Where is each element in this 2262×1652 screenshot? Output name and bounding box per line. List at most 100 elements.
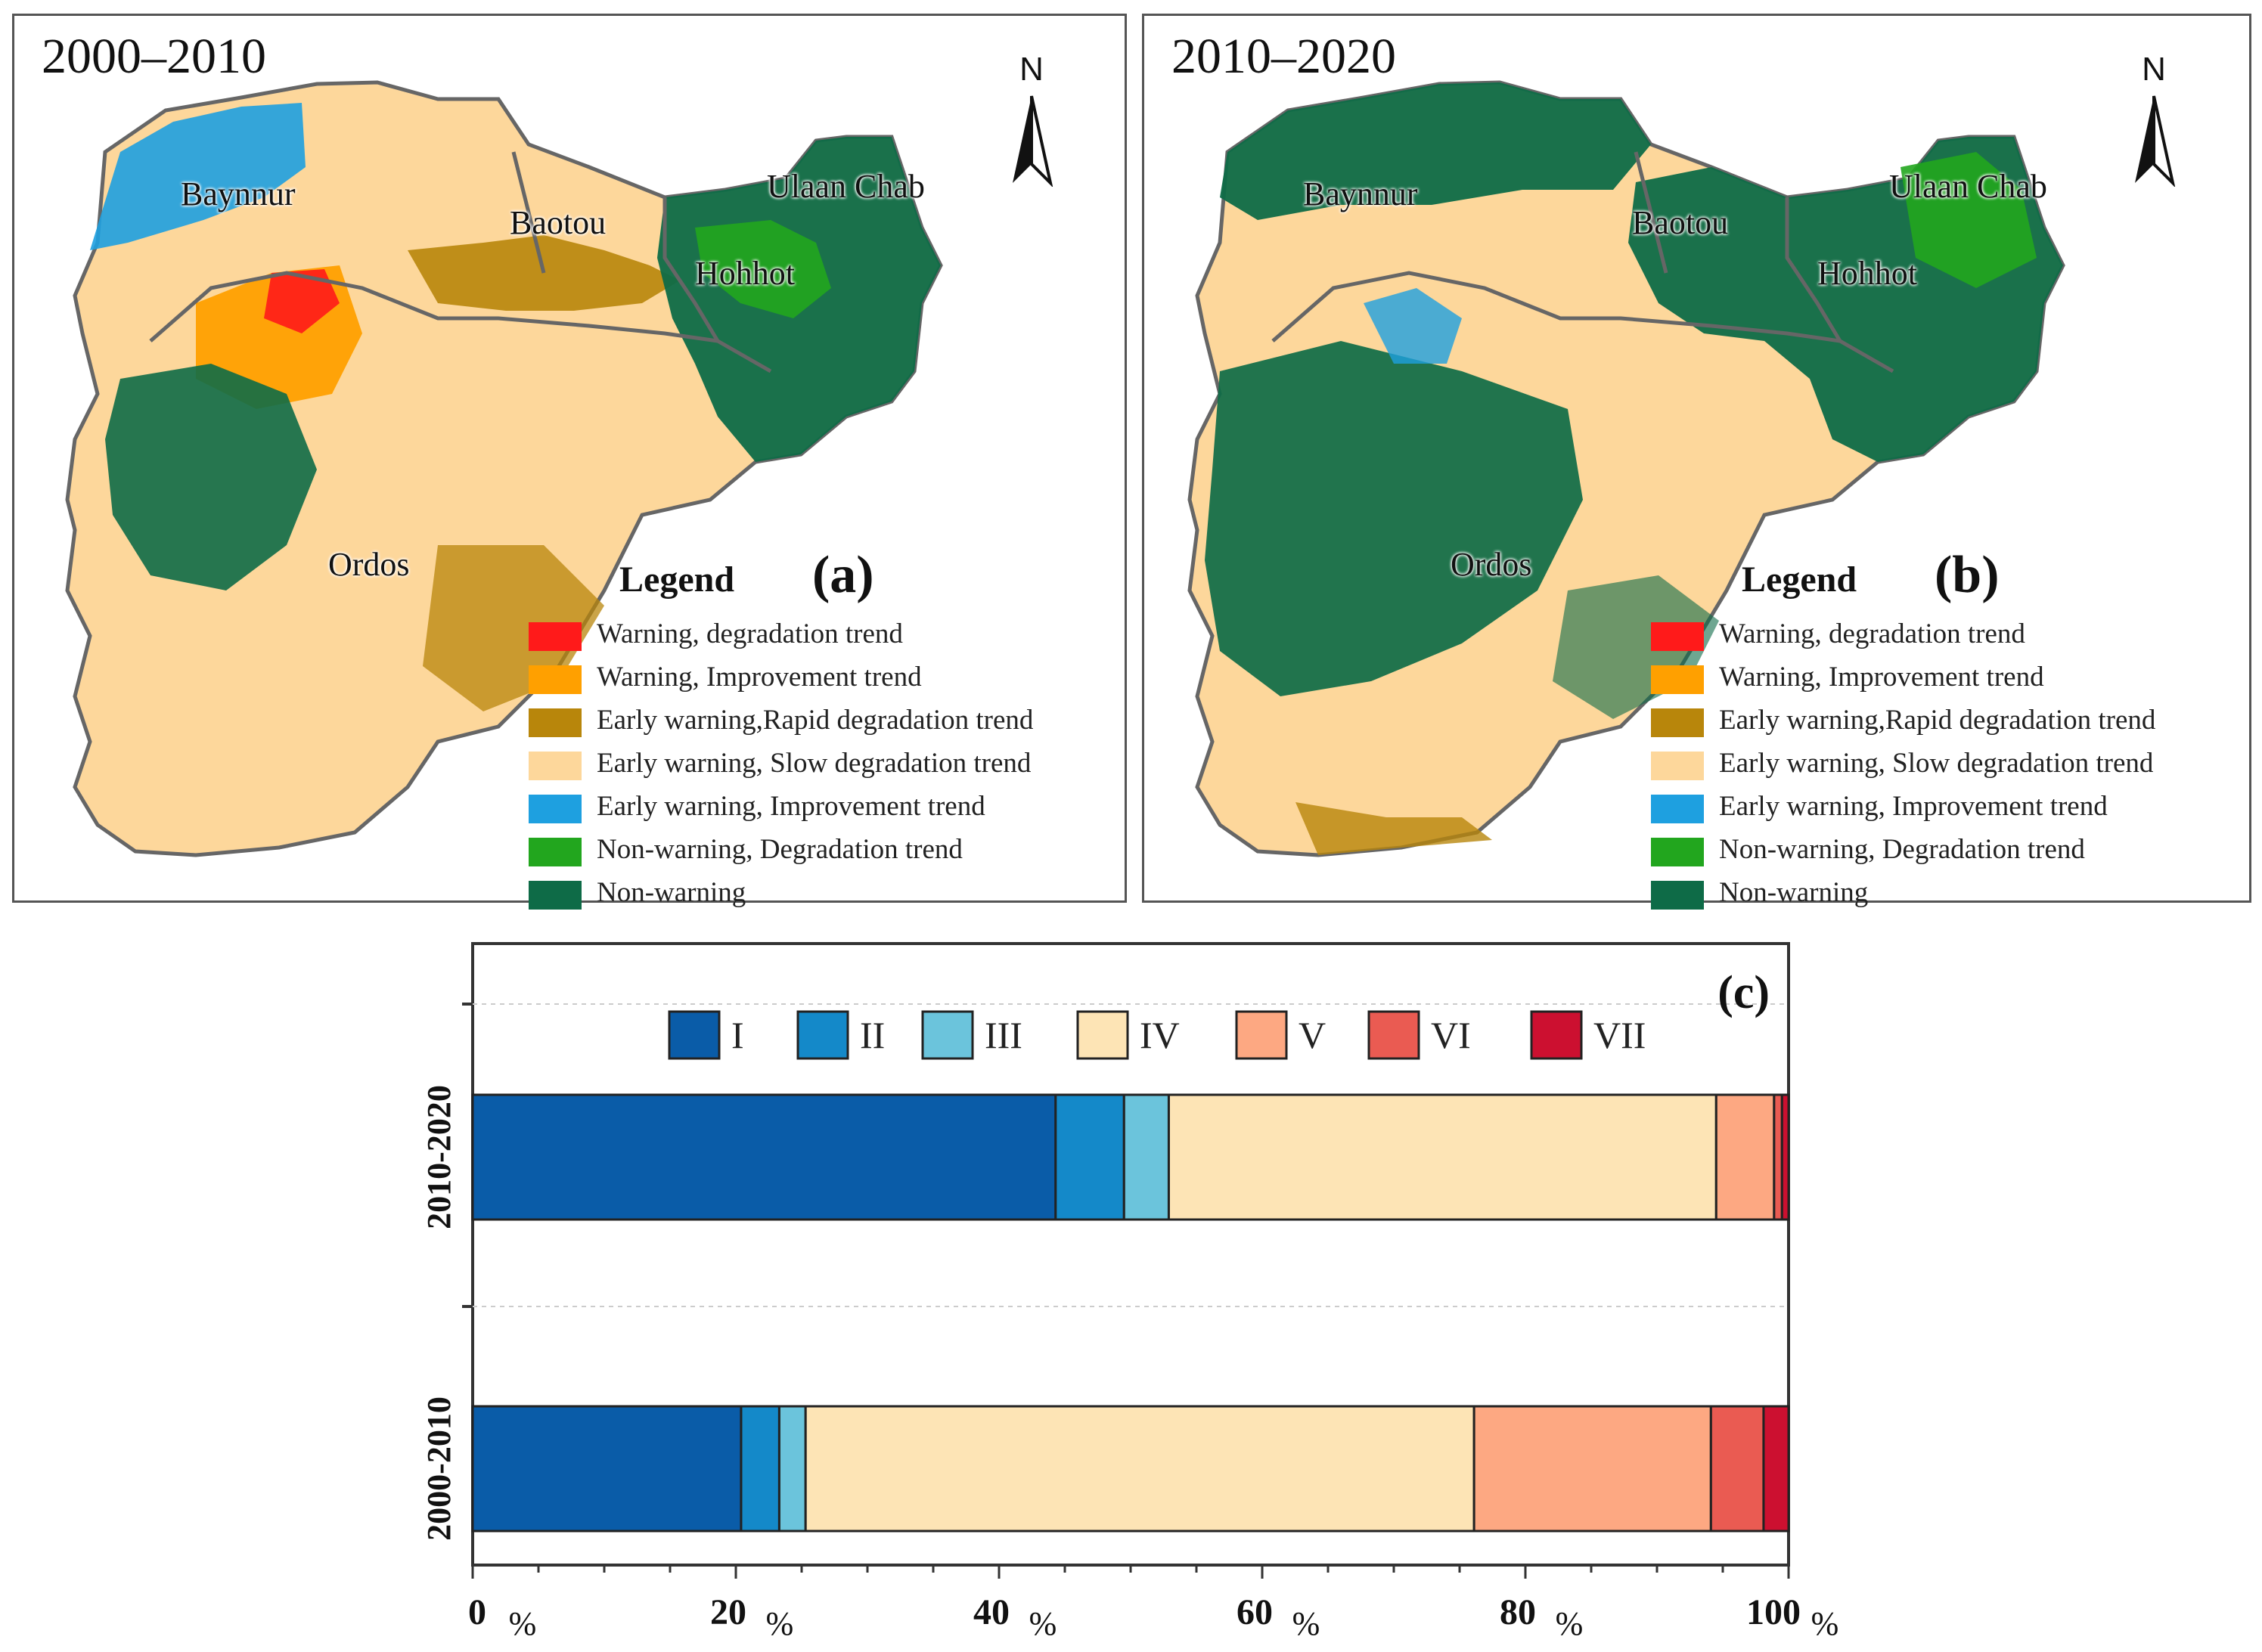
legend-swatch (1651, 795, 1704, 823)
bar-segment-iii (1122, 1093, 1170, 1221)
bar-segment-iii (777, 1405, 807, 1533)
zone-degradation-green (1901, 152, 2037, 288)
legend-label: VI (1431, 1014, 1471, 1056)
legend-swatch (529, 795, 582, 823)
x-tick-label: 40 (973, 1592, 1010, 1632)
map-panel-2010-2020: 2010–2020 Baynnur Baotou Ulaan Chab Hohh… (1142, 14, 2251, 910)
bar-segment-vi (1773, 1093, 1783, 1221)
category-label: 2010-2020 (424, 1085, 458, 1229)
zone-improvement (90, 103, 306, 250)
legend-swatch-iv (1076, 1010, 1129, 1060)
legend-swatch-ii (796, 1010, 849, 1060)
legend-swatch (1651, 622, 1704, 651)
legend-title: Legend (619, 559, 735, 600)
boundary-line (511, 151, 546, 274)
legend-swatch-iii (921, 1010, 974, 1060)
legend-label: IV (1140, 1014, 1180, 1056)
bar-segment-v (1714, 1093, 1776, 1221)
legend-label: Early warning,Rapid degradation trend (1719, 705, 2156, 736)
legend-label: Early warning, Slow degradation trend (1719, 748, 2154, 779)
x-tick-label: 20 (710, 1592, 746, 1632)
x-tick-unit: % (1556, 1605, 1584, 1642)
place-label-ulaan-chab: Ulaan Chab (767, 168, 925, 205)
legend-swatch (1651, 708, 1704, 737)
boundary-line (1634, 151, 1668, 274)
legend-swatch (1651, 838, 1704, 866)
zone-nonwarning-west (1205, 341, 1583, 696)
boundary-line (662, 197, 720, 342)
panel-title: 2010–2020 (1171, 29, 1396, 84)
place-label-baotou: Baotou (1632, 204, 1729, 241)
legend-label: II (860, 1014, 885, 1056)
legend: Legend (a) Warning, degradation trend War… (529, 545, 1119, 910)
category-label: 2000-2010 (424, 1396, 458, 1541)
map-panel-2000-2010: 2000–2010 Baynnur Baotou Ulaan Chab Hohh… (12, 14, 1127, 910)
place-label-hohhot: Hohhot (1817, 255, 1917, 292)
legend-label: Early warning,Rapid degradation trend (597, 705, 1034, 736)
legend-label: Early warning, Slow degradation trend (597, 748, 1032, 779)
legend-swatch-i (668, 1010, 721, 1060)
zone-warning-degradation (264, 269, 340, 333)
bar-segment-iv (804, 1405, 1475, 1533)
panel-letter: (a) (812, 546, 874, 604)
legend-swatch-v (1235, 1010, 1288, 1060)
legend-label: Warning, degradation trend (1719, 618, 2025, 649)
x-tick-label: 80 (1500, 1592, 1536, 1632)
legend-swatch (1651, 881, 1704, 910)
legend-swatch (529, 708, 582, 737)
legend-label: Warning, Improvement trend (1719, 662, 2044, 693)
bar-segment-vii (1780, 1093, 1790, 1221)
x-tick-label: 100 (1746, 1592, 1801, 1632)
legend-label: Warning, Improvement trend (597, 662, 922, 693)
bar-segment-v (1472, 1405, 1712, 1533)
region-map (65, 80, 943, 857)
bar-segment-ii (740, 1405, 780, 1533)
zone-nonwarning-west (105, 364, 317, 590)
boundary-line (149, 271, 772, 373)
legend-swatch (529, 665, 582, 694)
place-label-ordos: Ordos (328, 546, 410, 583)
x-tick-label: 60 (1236, 1592, 1273, 1632)
place-label-baynnur: Baynnur (181, 175, 296, 212)
legend-title: Legend (1742, 559, 1857, 600)
legend-label: Early warning, Improvement trend (597, 791, 985, 822)
legend-swatch (529, 838, 582, 866)
place-label-hohhot: Hohhot (695, 255, 795, 292)
x-tick-unit: % (766, 1605, 794, 1642)
place-label-ulaan-chab: Ulaan Chab (1889, 168, 2047, 205)
legend-label: VII (1593, 1014, 1646, 1056)
place-label-ordos: Ordos (1451, 546, 1532, 583)
north-label: N (1019, 51, 1044, 88)
bar-segment-i (471, 1405, 743, 1533)
boundary-line (1785, 197, 1842, 342)
boundary-line (1271, 271, 1894, 373)
legend-label: Warning, degradation trend (597, 618, 903, 649)
legend-swatch (1651, 752, 1704, 780)
legend-swatch-vii (1530, 1010, 1583, 1060)
legend-label: Non-warning (1719, 877, 1869, 908)
legend-swatch (529, 622, 582, 651)
legend-label: Non-warning, Degradation trend (1719, 834, 2085, 865)
x-tick-unit: % (1292, 1605, 1320, 1642)
zone-degradation-green (695, 220, 831, 318)
zone-nonwarning-north (1220, 82, 1651, 220)
panel-letter: (c) (1717, 967, 1770, 1018)
place-label-baynnur: Baynnur (1303, 175, 1418, 212)
bar-segment-vii (1762, 1405, 1790, 1533)
legend-label: Early warning, Improvement trend (1719, 791, 2108, 822)
x-tick-unit: % (1811, 1605, 1839, 1642)
x-tick-unit: % (1029, 1605, 1057, 1642)
legend-label: Non-warning (597, 877, 746, 908)
legend-label: Non-warning, Degradation trend (597, 834, 963, 865)
zone-improvement (1364, 288, 1462, 364)
zone-rapid-south (1295, 802, 1492, 855)
north-label: N (2142, 51, 2166, 88)
legend-swatch (1651, 665, 1704, 694)
legend-swatch (529, 752, 582, 780)
legend-label: V (1299, 1014, 1326, 1056)
bar-segment-i (471, 1093, 1057, 1221)
north-arrow-icon (1013, 95, 1053, 188)
place-label-baotou: Baotou (510, 204, 607, 241)
legend: Legend (b) Warning, degradation trend War… (1651, 545, 2241, 910)
